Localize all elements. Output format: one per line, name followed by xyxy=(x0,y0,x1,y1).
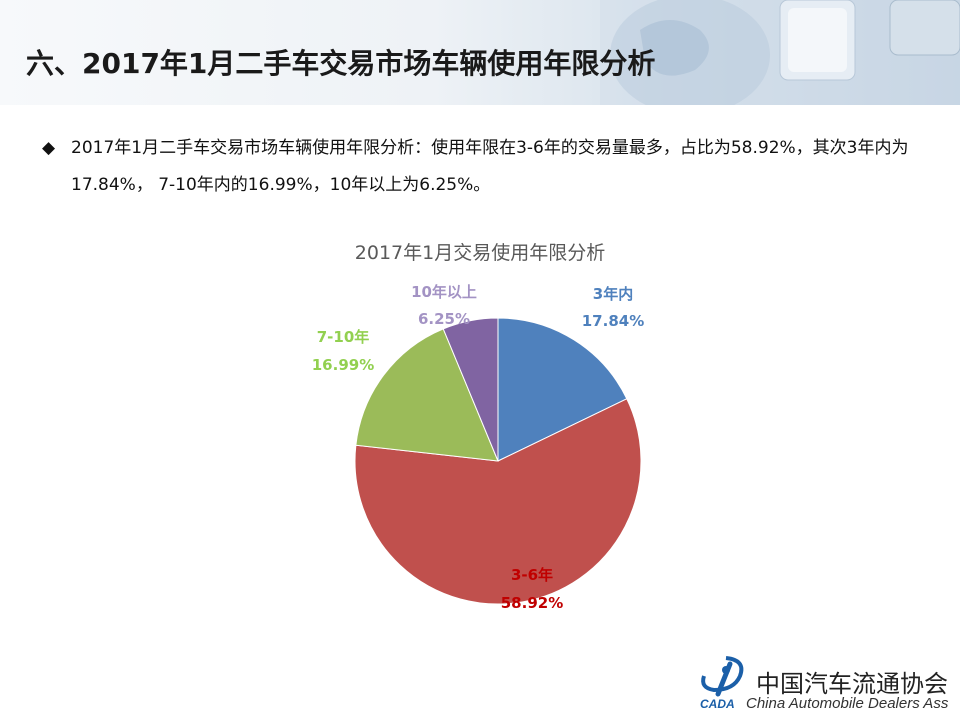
pie-slice-2 xyxy=(355,328,499,462)
pie-slice-1 xyxy=(354,398,642,605)
cada-logo-icon: CADA xyxy=(700,656,744,711)
logo-mark-text: CADA xyxy=(700,697,735,711)
slice-value-3: 6.25% xyxy=(418,310,470,328)
slice-label-1: 3-6年 xyxy=(511,566,553,584)
diamond-bullet-icon: ◆ xyxy=(42,138,56,158)
chart-title: 2017年1月交易使用年限分析 xyxy=(354,242,606,264)
slice-label-2: 7-10年 xyxy=(317,328,370,346)
pie-slice-0 xyxy=(497,317,628,462)
slice-value-0: 17.84% xyxy=(582,312,644,330)
slice-label-0: 3年内 xyxy=(593,285,633,303)
page-title: 六、2017年1月二手车交易市场车辆使用年限分析 xyxy=(26,47,656,80)
header-banner xyxy=(0,0,960,105)
slice-label-3: 10年以上 xyxy=(411,283,477,301)
logo-chinese-name: 中国汽车流通协会 xyxy=(756,670,948,698)
slice-value-2: 16.99% xyxy=(312,356,374,374)
summary-text: 2017年1月二手车交易市场车辆使用年限分析：使用年限在3-6年的交易量最多，占… xyxy=(71,138,909,195)
logo-english-name: China Automobile Dealers Ass xyxy=(746,695,949,712)
pie-slice-3 xyxy=(442,317,499,462)
slice-value-1: 58.92% xyxy=(501,594,563,612)
header-decoration xyxy=(600,0,960,105)
